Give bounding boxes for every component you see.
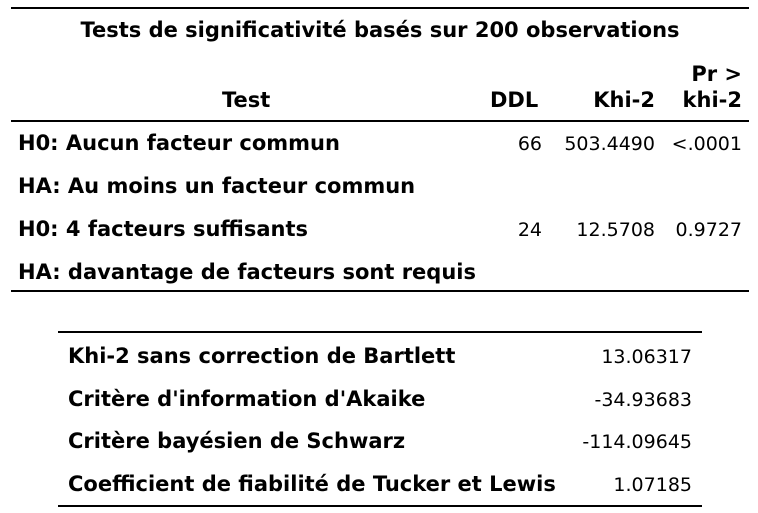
row-test-label: HA: Au moins un facteur commun <box>18 174 416 198</box>
fit-label: Coefficient de fiabilité de Tucker et Le… <box>68 472 556 496</box>
row-khi2: 12.5708 <box>576 219 655 241</box>
fit-bottom-rule <box>58 505 702 507</box>
row-ddl: 24 <box>517 219 542 241</box>
fit-value: 13.06317 <box>601 346 692 368</box>
header-pr-line2: khi-2 <box>682 88 742 112</box>
row-test-label: H0: Aucun facteur commun <box>18 131 340 155</box>
top-rule <box>11 7 749 9</box>
fit-top-rule <box>58 331 702 333</box>
fit-value: -34.93683 <box>594 389 692 411</box>
bottom-rule <box>11 290 749 292</box>
table-title: Tests de significativité basés sur 200 o… <box>80 18 680 42</box>
row-pr: 0.9727 <box>675 219 742 241</box>
fit-value: -114.09645 <box>582 431 692 453</box>
row-test-label: H0: 4 facteurs suffisants <box>18 217 309 241</box>
row-test-label: HA: davantage de facteurs sont requis <box>18 260 476 284</box>
header-ddl: DDL <box>490 88 539 112</box>
fit-label: Critère d'information d'Akaike <box>68 387 426 411</box>
header-khi2: Khi-2 <box>593 88 655 112</box>
fit-value: 1.07185 <box>613 474 692 496</box>
header-test: Test <box>222 88 271 112</box>
row-ddl: 66 <box>517 133 542 155</box>
header-rule <box>11 120 749 122</box>
header-pr-line1: Pr > <box>691 62 742 86</box>
fit-label: Khi-2 sans correction de Bartlett <box>68 344 456 368</box>
fit-label: Critère bayésien de Schwarz <box>68 429 406 453</box>
row-pr: <.0001 <box>671 133 742 155</box>
row-khi2: 503.4490 <box>564 133 655 155</box>
